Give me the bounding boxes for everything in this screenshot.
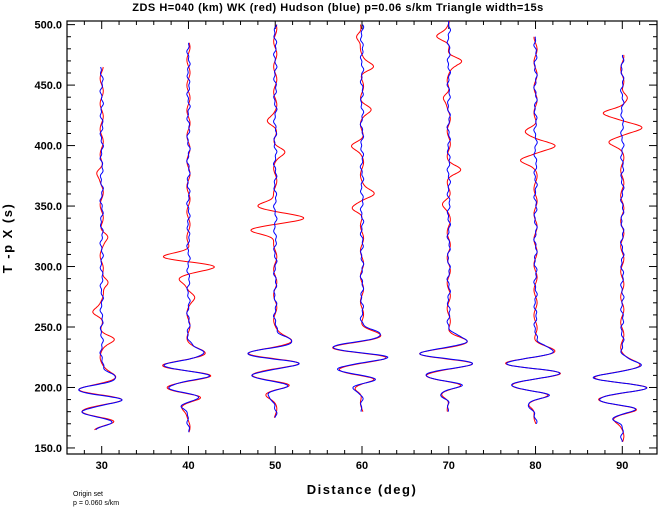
y-tick-label: 500.0 [34,20,62,32]
y-tick-label: 400.0 [34,141,62,153]
y-axis-label: T -p X (s) [0,203,15,274]
hudson-trace-70 [419,20,474,412]
hudson-trace-50 [247,24,300,418]
x-tick-label: 90 [616,460,628,472]
x-axis-label: Distance (deg) [307,482,418,497]
x-tick-label: 30 [96,460,108,472]
axis-ticks: 150.0 200.0 250.0 300.0 350.0 400.0 450.0 500.0… [34,20,658,472]
hudson-trace-90 [592,54,648,442]
y-tick-label: 150.0 [34,443,62,455]
x-tick-label: 40 [182,460,194,472]
hudson-trace-60 [332,24,389,412]
x-tick-label: 60 [356,460,368,472]
y-tick-label: 450.0 [34,80,62,92]
wk-trace-70 [419,20,474,412]
chart-title: ZDS H=040 (km) WK (red) Hudson (blue) p=… [132,2,543,14]
hudson-trace-40 [163,42,211,433]
y-tick-label: 250.0 [34,322,62,334]
y-tick-label: 300.0 [34,262,62,274]
x-tick-label: 80 [529,460,541,472]
x-tick-label: 70 [443,460,455,472]
wk-trace-60 [332,24,387,412]
y-tick-label: 200.0 [34,382,62,394]
y-tick-label: 350.0 [34,201,62,213]
wk-trace-90 [593,54,648,443]
hudson-trace-80 [506,36,561,425]
wk-trace-40 [162,42,215,433]
origin-note: Origin set [73,491,103,498]
slowness-note: p = 0.060 s/km [73,500,119,507]
x-tick-label: 50 [269,460,281,472]
hudson-trace-30 [78,66,123,431]
wk-trace-30 [78,66,123,431]
trace-group [78,20,648,443]
